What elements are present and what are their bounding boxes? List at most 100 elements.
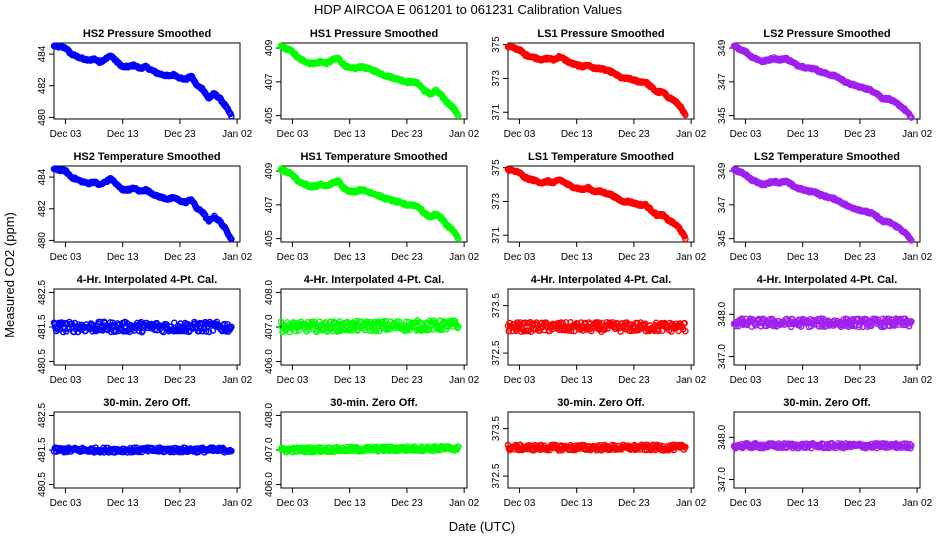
- x-tick-label: Dec 03: [50, 129, 82, 140]
- y-tick-label: 371: [491, 226, 502, 243]
- series-points: [50, 165, 235, 243]
- x-tick-label: Dec 23: [844, 498, 876, 509]
- x-tick-label: Jan 02: [676, 375, 706, 386]
- y-tick-label: 481.5: [37, 437, 48, 462]
- data-point: [908, 236, 915, 244]
- x-tick-label: Dec 23: [391, 252, 423, 263]
- panel-title: HS2 Pressure Smoothed: [83, 28, 211, 40]
- x-tick-label: Jan 02: [449, 252, 479, 263]
- x-tick-label: Dec 13: [334, 129, 366, 140]
- series-points: [504, 441, 689, 454]
- x-tick-label: Jan 02: [449, 375, 479, 386]
- x-tick-label: Dec 23: [391, 129, 423, 140]
- panel-15: 30-min. Zero Off. Dec 03 Dec 13 Dec 23 Jan 0…: [491, 397, 707, 509]
- plot-frame: [507, 42, 695, 120]
- data-point: [659, 327, 666, 335]
- data-point: [228, 447, 235, 455]
- x-tick-label: Dec 23: [618, 129, 650, 140]
- panel-title: 30-min. Zero Off.: [103, 397, 190, 409]
- x-tick-label: Dec 03: [730, 129, 762, 140]
- series-points: [730, 42, 915, 121]
- y-tick-label: 373.5: [491, 416, 502, 441]
- data-point: [228, 235, 235, 243]
- y-tick-label: 480.5: [37, 472, 48, 497]
- x-tick-label: Jan 02: [222, 129, 252, 140]
- x-tick-label: Dec 03: [504, 498, 536, 509]
- panel-title: 30-min. Zero Off.: [783, 397, 870, 409]
- data-point: [455, 323, 462, 331]
- plot-frame: [53, 42, 241, 120]
- y-tick-label: 348.0: [717, 424, 728, 449]
- x-tick-label: Dec 13: [787, 498, 819, 509]
- x-tick-label: Dec 03: [277, 252, 309, 263]
- y-tick-label: 372.5: [491, 463, 502, 488]
- y-tick-label: 373: [491, 70, 502, 87]
- panel-6: HS1 Temperature Smoothed Dec 03 Dec 13 Dec …: [264, 151, 480, 263]
- panel-5: HS2 Temperature Smoothed Dec 03 Dec 13 Dec …: [37, 151, 253, 263]
- x-tick-label: Dec 03: [730, 498, 762, 509]
- panel-11: 4-Hr. Interpolated 4-Pt. Cal. Dec 03 Dec 1…: [491, 274, 707, 386]
- panel-title: HS1 Temperature Smoothed: [300, 151, 447, 163]
- y-tick-label: 407: [264, 73, 275, 90]
- y-tick-label: 480: [37, 232, 48, 249]
- y-tick-label: 482: [37, 200, 48, 217]
- y-tick-label: 373: [491, 193, 502, 210]
- y-tick-label: 347.0: [717, 467, 728, 492]
- data-point: [451, 318, 459, 325]
- series-points: [730, 315, 915, 331]
- panel-9: 4-Hr. Interpolated 4-Pt. Cal. Dec 03 Dec 1…: [37, 274, 253, 386]
- data-point: [170, 319, 178, 327]
- data-point: [380, 317, 387, 325]
- series-points: [277, 442, 462, 456]
- y-tick-label: 408.0: [264, 403, 275, 428]
- data-point: [455, 443, 462, 451]
- data-point: [430, 317, 438, 325]
- series-points: [730, 439, 915, 452]
- y-tick-label: 405: [264, 107, 275, 124]
- data-point: [908, 114, 915, 121]
- y-axis-label: Measured CO2 (ppm): [2, 212, 17, 338]
- x-tick-label: Dec 23: [844, 129, 876, 140]
- panel-12: 4-Hr. Interpolated 4-Pt. Cal. Dec 03 Dec 1…: [717, 274, 933, 386]
- data-point: [68, 320, 75, 328]
- y-tick-label: 409: [264, 39, 275, 56]
- data-point: [455, 235, 462, 242]
- x-tick-label: Dec 03: [504, 252, 536, 263]
- figure-title: HDP AIRCOA E 061201 to 061231 Calibratio…: [314, 2, 623, 17]
- x-tick-label: Jan 02: [449, 129, 479, 140]
- series-points: [277, 42, 462, 120]
- x-tick-label: Dec 23: [844, 252, 876, 263]
- y-tick-label: 481.5: [37, 314, 48, 339]
- y-tick-label: 372.5: [491, 340, 502, 365]
- x-tick-label: Dec 23: [164, 129, 196, 140]
- x-tick-label: Dec 13: [107, 498, 139, 509]
- series-points: [277, 165, 462, 242]
- x-tick-label: Jan 02: [902, 375, 932, 386]
- panel-title: HS2 Temperature Smoothed: [73, 151, 220, 163]
- data-point: [228, 112, 235, 120]
- panel-title: 30-min. Zero Off.: [557, 397, 644, 409]
- y-tick-label: 408.0: [264, 280, 275, 305]
- series-points: [504, 165, 689, 243]
- y-tick-label: 482.5: [37, 280, 48, 305]
- data-point: [205, 328, 213, 336]
- x-tick-label: Jan 02: [222, 375, 252, 386]
- panel-title: 4-Hr. Interpolated 4-Pt. Cal.: [77, 274, 218, 286]
- panel-3: LS1 Pressure Smoothed Dec 03 Dec 13 Dec 23 J…: [491, 28, 707, 140]
- panel-title: 30-min. Zero Off.: [330, 397, 417, 409]
- panels-group: HS2 Pressure Smoothed Dec 03 Dec 13 Dec 23 J…: [37, 28, 933, 509]
- y-tick-label: 375: [491, 159, 502, 176]
- panel-title: HS1 Pressure Smoothed: [310, 28, 438, 40]
- x-tick-label: Dec 23: [618, 498, 650, 509]
- x-tick-label: Dec 13: [561, 129, 593, 140]
- data-point: [189, 325, 197, 332]
- series-points: [50, 42, 235, 120]
- data-point: [595, 319, 603, 327]
- panel-13: 30-min. Zero Off. Dec 03 Dec 13 Dec 23 Jan 0…: [37, 397, 253, 509]
- data-point: [372, 327, 380, 335]
- y-tick-label: 373.5: [491, 293, 502, 318]
- data-point: [375, 327, 383, 335]
- data-point: [908, 442, 915, 449]
- data-point: [316, 318, 323, 326]
- series-points: [504, 318, 689, 336]
